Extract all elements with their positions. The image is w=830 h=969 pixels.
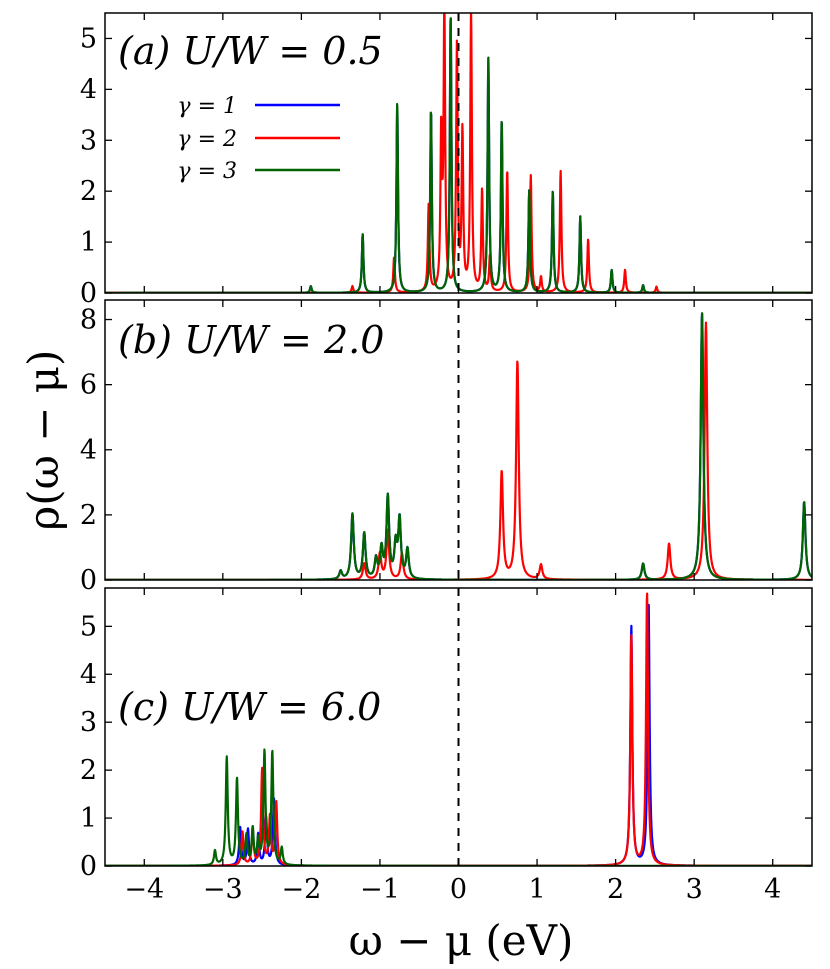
- y-tick-label: 4: [80, 435, 97, 466]
- x-tick-label: 3: [686, 874, 703, 905]
- panels: 0 1 2 3 4 5 (a) U/W = 0.5 0 2 4 6 8 (b) U/W = 2.0 0 1 2…: [80, 12, 813, 905]
- x-tick-label: −3: [203, 874, 243, 905]
- x-tick-label: −4: [124, 874, 164, 905]
- legend-label: γ = 1: [177, 94, 237, 119]
- x-tick-label: −1: [360, 874, 400, 905]
- x-axis-title: ω − μ (eV): [349, 916, 574, 965]
- x-tick-label: 4: [764, 874, 781, 905]
- panel-label: (b) U/W = 2.0: [118, 318, 384, 362]
- x-tick-label: 1: [528, 874, 545, 905]
- y-tick-label: 4: [80, 659, 97, 690]
- y-tick-label: 3: [80, 707, 97, 738]
- panel-1: 0 1 2 3 4 5 (a) U/W = 0.5: [80, 12, 813, 309]
- y-tick-label: 3: [80, 125, 97, 156]
- panel-label: (c) U/W = 6.0: [118, 685, 381, 729]
- y-tick-label: 4: [80, 74, 97, 105]
- y-tick-label: 6: [80, 370, 97, 401]
- series-line-1: [105, 603, 812, 866]
- panel-label: (a) U/W = 0.5: [118, 29, 383, 73]
- panel-3: 0 1 2 3 4 5 (c) U/W = 6.0: [80, 587, 813, 882]
- legend: γ = 1 γ = 2 γ = 3: [177, 94, 340, 184]
- y-axis-title: ρ(ω − μ): [19, 350, 68, 531]
- x-tick-label: 2: [607, 874, 624, 905]
- y-tick-label: 0: [80, 565, 97, 596]
- y-tick-label: 2: [80, 176, 97, 207]
- legend-label: γ = 2: [177, 127, 237, 152]
- y-tick-label: 5: [80, 611, 97, 642]
- y-tick-label: 1: [80, 227, 97, 258]
- legend-label: γ = 3: [177, 159, 237, 184]
- y-tick-label: 2: [80, 755, 97, 786]
- y-tick-label: 2: [80, 500, 97, 531]
- x-tick-label: −2: [281, 874, 321, 905]
- x-tick-label: 0: [450, 874, 467, 905]
- panel-2: 0 2 4 6 8 (b) U/W = 2.0: [80, 299, 813, 596]
- y-tick-label: 8: [80, 305, 97, 336]
- y-tick-label: 5: [80, 23, 97, 54]
- y-tick-label: 1: [80, 803, 97, 834]
- y-tick-label: 0: [80, 851, 97, 882]
- y-tick-label: 0: [80, 278, 97, 309]
